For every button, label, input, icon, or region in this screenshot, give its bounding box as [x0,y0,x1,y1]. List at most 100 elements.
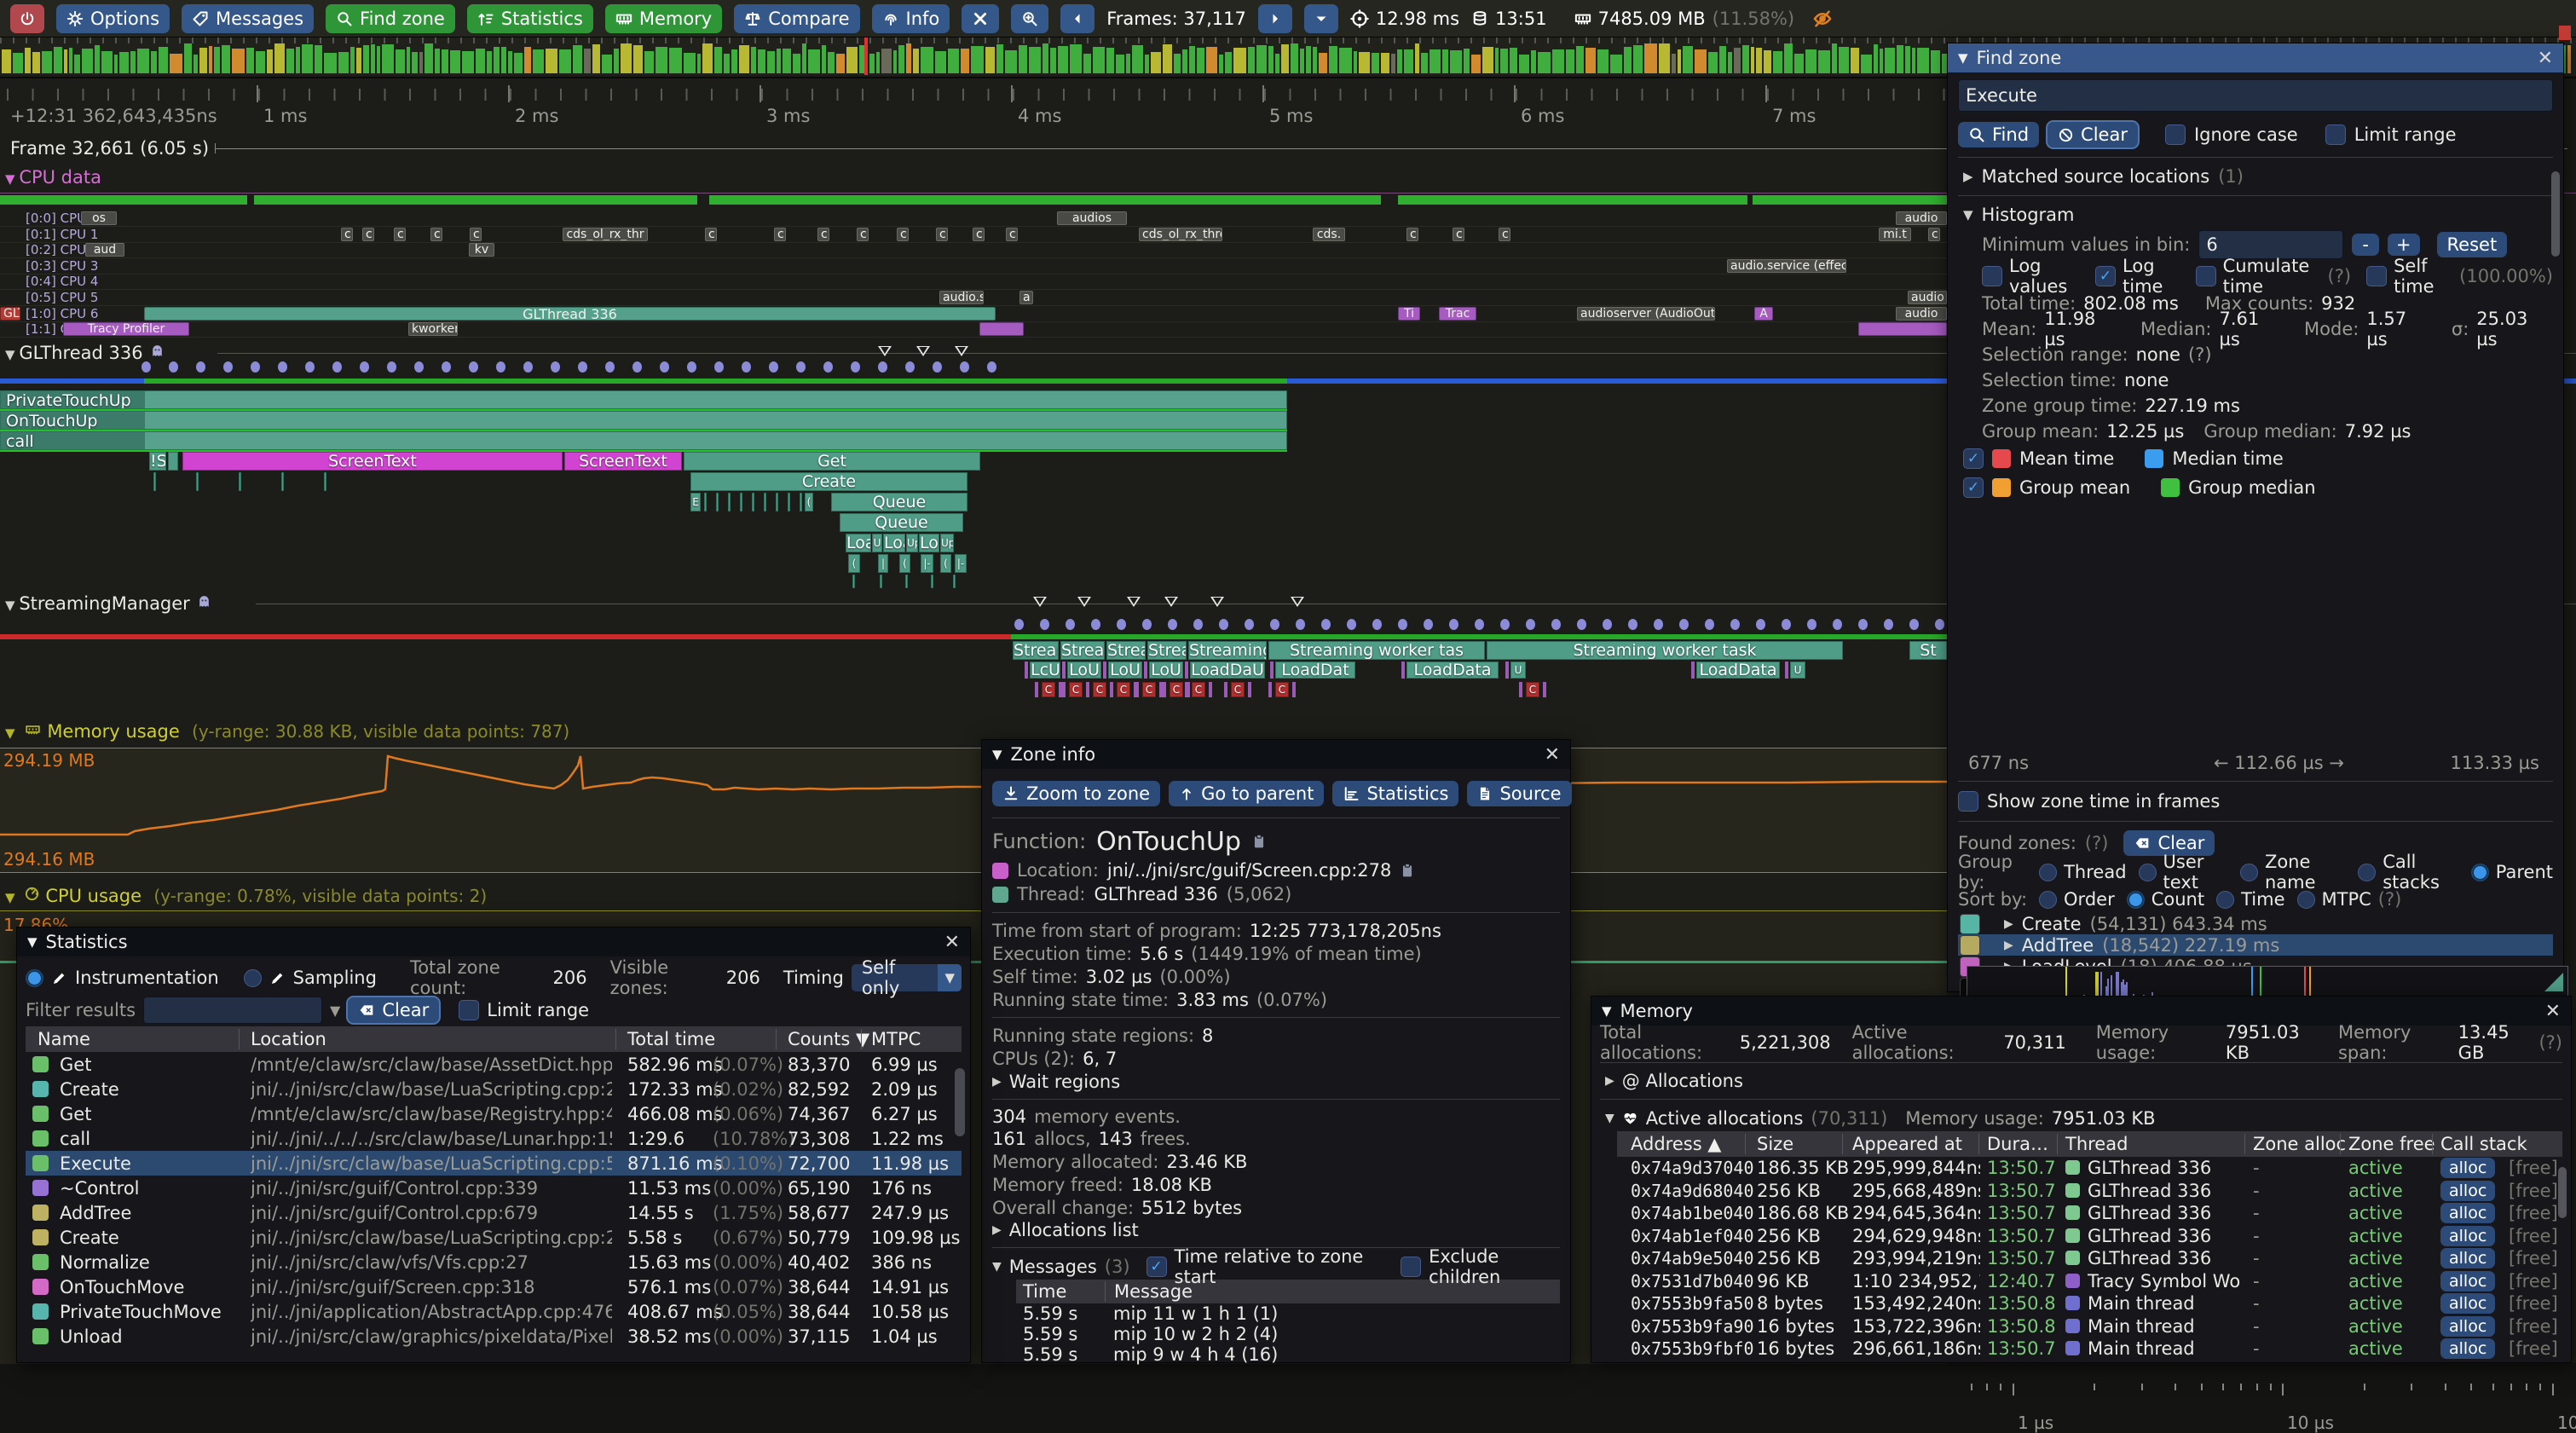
stats-col-name[interactable]: Name [38,1029,90,1049]
cpu-zone-c[interactable]: c [1006,227,1018,241]
cpu-zone-os[interactable]: os [81,211,117,225]
cpu-zone-c[interactable]: c [973,227,985,241]
close-icon[interactable]: ✕ [2544,1000,2561,1022]
filter-clear-button[interactable]: Clear [348,997,440,1023]
log-values-checkbox[interactable] [1982,266,2002,286]
memory-col-zone-alloc[interactable]: Zone alloc [2253,1134,2347,1154]
sample-dot[interactable] [1475,619,1484,630]
timeline-zone--[interactable]: ( [940,554,951,573]
minbin-input[interactable] [2198,230,2344,259]
sample-dot[interactable] [851,361,860,373]
scrollbar-thumb[interactable] [955,1068,965,1136]
cpu-zone-c[interactable]: c [341,227,353,241]
sample-dot[interactable] [551,361,560,373]
timeline-zone-c[interactable]: C [1275,682,1289,697]
memory-col-zone-free[interactable]: Zone free [2348,1134,2435,1154]
active-allocations-row[interactable]: ▼ Active allocations (70,311) Memory usage:… [1605,1108,2156,1129]
frame-marker-triangle[interactable] [1210,597,1224,607]
cpu-zone-cds-ol-rx-thr[interactable]: cds_ol_rx_thr [563,227,648,241]
timeline-zone-up[interactable]: Up [940,534,954,552]
timeline-zone--[interactable]: | [878,554,888,573]
timeline-zone--[interactable]: ( [848,554,860,573]
frame-marker-triangle[interactable] [1033,597,1047,607]
sample-dot[interactable] [305,361,315,373]
alloc-callstack-button[interactable]: alloc [2440,1293,2496,1314]
sample-dot[interactable] [1296,619,1305,630]
alloc-callstack-button[interactable]: alloc [2440,1158,2496,1178]
timeline-zone-strea[interactable]: Strea [1106,641,1146,660]
frame-marker-triangle[interactable] [955,346,968,356]
timeline-zone-u[interactable]: U [1790,662,1805,679]
timeline-zone-privatetouchup[interactable]: PrivateTouchUp [0,390,1287,409]
sample-dot[interactable] [687,361,696,373]
go-to-parent-button[interactable]: Go to parent [1169,781,1325,806]
stats-row-create[interactable]: Create jni/../jni/src/claw/base/LuaScript… [26,1077,962,1101]
timeline-zone[interactable] [196,472,199,491]
sample-dot[interactable] [1858,619,1868,630]
statistics-button[interactable]: Statistics [466,3,593,33]
memory-usage-plot-header[interactable]: ▼ Memory usage (y-range: 30.88 KB, visib… [5,721,570,742]
cpu-zone-c[interactable]: c [1928,227,1940,241]
timeline-zone[interactable] [852,575,855,588]
sample-dot[interactable] [1526,619,1535,630]
timeline-zone-c[interactable]: C [1231,682,1245,697]
cpu-zone-audio[interactable]: audio [1896,306,1947,321]
timeline-zone-lcu[interactable]: LcU [1030,662,1060,679]
source-button[interactable]: Source [1467,781,1572,806]
zone-info-titlebar[interactable]: ▼ Zone info ✕ [982,740,1570,769]
sample-dot[interactable] [523,361,533,373]
stats-col-mtpc[interactable]: MTPC [871,1029,921,1049]
memory-col-call-stack[interactable]: Call stack [2440,1134,2527,1154]
alloc-callstack-button[interactable]: alloc [2440,1180,2496,1201]
sample-dot[interactable] [414,361,424,373]
message-row[interactable]: 5.59 s mip 11 w 1 h 1 (1) [1016,1303,1560,1324]
next-frame-button[interactable] [1257,3,1292,33]
cpu-zone-c[interactable]: c [394,227,406,241]
streamingmanager-track-header[interactable]: ▼ StreamingManager [5,593,211,614]
memory-row[interactable]: 0x7553b9fa90 16 bytes 153,722,396ns 13:50.8… [1617,1315,2562,1338]
sample-dot[interactable] [823,361,833,373]
stats-row--control[interactable]: ~Control jni/../jni/src/guif/Control.cpp:… [26,1176,962,1200]
memory-row[interactable]: 0x74ab1be040 186.68 KB 294,645,364ns 13:50.… [1617,1202,2562,1225]
sample-dot[interactable] [1040,619,1049,630]
memory-col-size[interactable]: Size [1757,1134,1794,1154]
timeline-zone-screentext[interactable]: ScreenText [564,452,682,471]
sample-dot[interactable] [905,361,915,373]
minbin-minus-button[interactable]: - [2352,234,2379,256]
timeline-zone--[interactable]: |- [955,554,967,573]
cpu-zone-audio[interactable]: audio [1896,211,1947,225]
timeline-zone-c[interactable]: C [1192,682,1205,697]
sample-dot[interactable] [1730,619,1740,630]
timeline-zone-streaming[interactable]: Streaming [1188,641,1267,660]
timeline-zone-streaming-worker-task[interactable]: Streaming worker task [1487,641,1843,660]
timeline-zone-get[interactable]: Get [684,452,980,471]
groupby-radio-thread[interactable] [2039,863,2058,881]
timeline-zone[interactable] [281,472,284,491]
stats-row-call[interactable]: call jni/../jni/../../../src/claw/base/Lu… [26,1126,962,1151]
cpu-zone-c[interactable]: c [936,227,948,241]
sample-dot[interactable] [1705,619,1714,630]
cpu-zone-c[interactable]: c [897,227,909,241]
mode-radio-sampling[interactable] [243,968,262,987]
sample-dot[interactable] [1909,619,1919,630]
alloc-callstack-button[interactable]: alloc [2440,1203,2496,1223]
sample-dot[interactable] [796,361,806,373]
timeline-zone-ontouchup[interactable]: OnTouchUp [0,411,1287,430]
sample-dot[interactable] [1449,619,1458,630]
zoom-tool-button[interactable] [1011,3,1049,33]
timeline-zone-st[interactable]: St [1909,641,1947,660]
cpu-zone-c[interactable]: c [1499,227,1510,241]
timeline-zone-up[interactable]: Up [906,534,918,552]
timeline-zone-lou[interactable]: LoU [1149,662,1183,679]
sample-dot[interactable] [387,361,396,373]
frame-marker-triangle[interactable] [878,346,892,356]
reset-button[interactable]: Reset [2436,232,2508,257]
timeline-zone--[interactable]: ( [805,493,813,511]
sample-dot[interactable] [251,361,260,373]
self-time-checkbox[interactable] [2366,266,2388,286]
sample-dot[interactable] [360,361,369,373]
timeline-zone-loa[interactable]: Loa [883,534,905,552]
sample-dot[interactable] [1577,619,1586,630]
sortby-radio-time[interactable] [2216,890,2235,909]
